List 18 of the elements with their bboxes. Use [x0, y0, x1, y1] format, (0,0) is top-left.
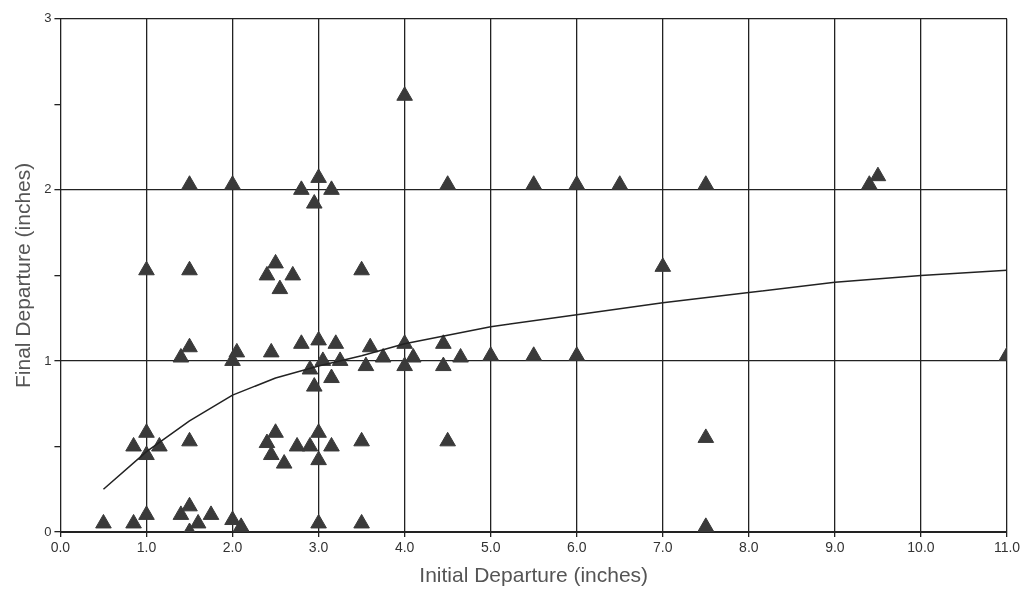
x-tick-label: 3.0 [308, 539, 329, 556]
y-tick-label: 1 [44, 352, 52, 368]
y-tick-label: 2 [44, 181, 52, 197]
x-axis-title: Initial Departure (inches) [419, 563, 649, 587]
x-tick-label: 4.0 [394, 539, 415, 556]
x-tick-label: 2.0 [222, 539, 243, 556]
x-tick-label: 6.0 [567, 539, 587, 556]
x-tick-label: 10.0 [907, 539, 935, 556]
y-tick-label: 0 [44, 523, 52, 539]
x-tick-label: 8.0 [739, 539, 759, 556]
x-tick-label: 5.0 [480, 539, 501, 556]
x-tick-label: 11.0 [993, 539, 1021, 556]
y-axis-title: Final Departure (inches) [11, 162, 35, 389]
x-tick-label: 7.0 [653, 539, 673, 556]
y-tick-label: 3 [44, 10, 52, 26]
x-tick-label: 0.0 [50, 539, 71, 556]
x-tick-label: 9.0 [825, 539, 845, 556]
x-tick-label: 1.0 [136, 539, 157, 556]
